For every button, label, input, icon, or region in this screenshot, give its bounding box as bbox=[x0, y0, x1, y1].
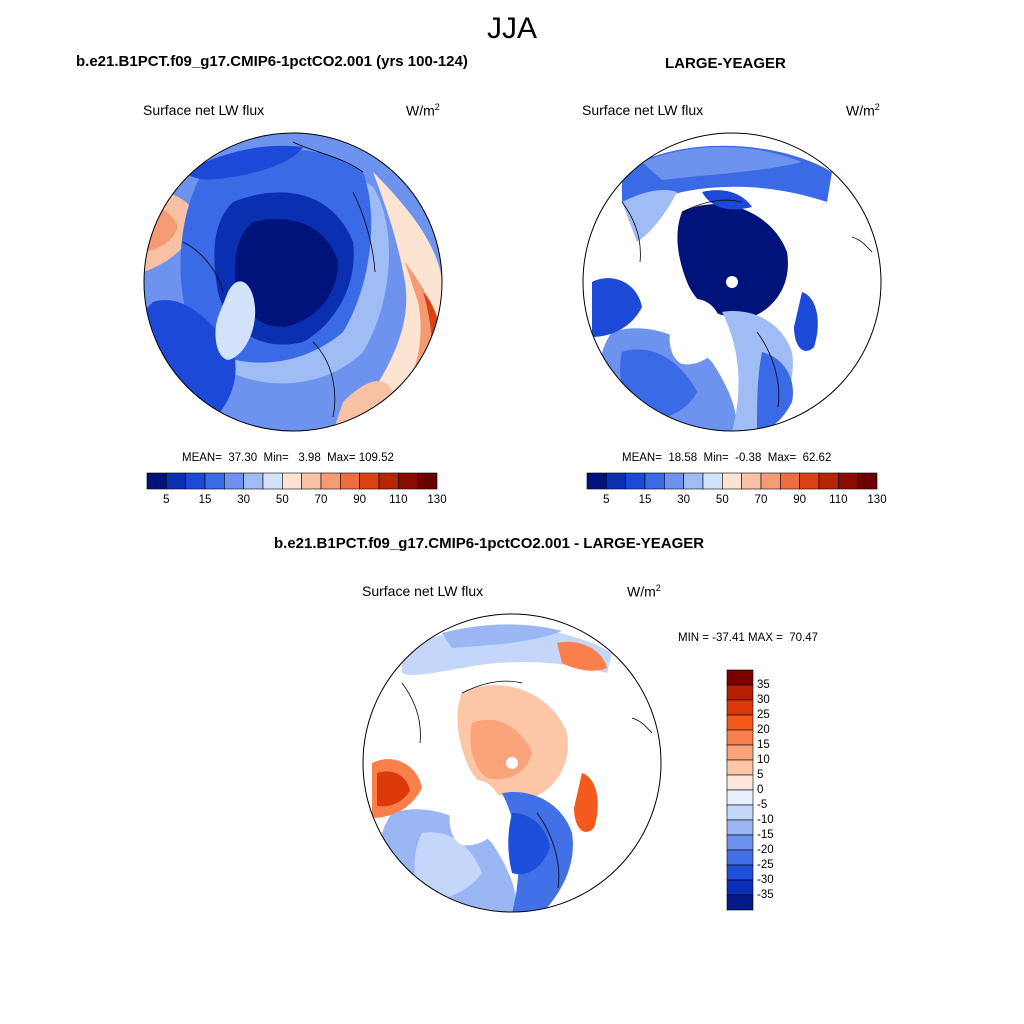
colorbar-tick-label: 30 bbox=[237, 494, 251, 506]
panel-title-diff: b.e21.B1PCT.f09_g17.CMIP6-1pctCO2.001 - … bbox=[274, 535, 705, 552]
colorbar-swatch bbox=[224, 472, 244, 490]
variable-label-obs: Surface net LW flux bbox=[582, 102, 704, 118]
colorbar-swatch bbox=[398, 472, 418, 490]
colorbar-tick-label: -5 bbox=[757, 799, 768, 811]
colorbar-tick-label: -35 bbox=[757, 889, 774, 901]
colorbar-tick-label: 35 bbox=[757, 679, 770, 691]
colorbar-swatch bbox=[417, 472, 438, 490]
colorbar-tick-label: 70 bbox=[314, 494, 328, 506]
colorbar-tick-label: 30 bbox=[757, 694, 770, 706]
colorbar-swatch bbox=[282, 472, 302, 490]
colorbar-swatch bbox=[185, 472, 206, 490]
colorbar-swatch bbox=[644, 472, 665, 490]
colorbar-swatch bbox=[340, 472, 360, 490]
colorbar-swatch bbox=[664, 472, 684, 490]
colorbar-ticks-obs: 5 15 30 50 70 90 110 130 bbox=[587, 494, 886, 508]
colorbar-swatch bbox=[838, 472, 858, 490]
units-label-diff: W/m2 bbox=[627, 583, 661, 600]
colorbar-ticks-diff: 35 30 25 20 15 10 5 0 -5 -10 -15 -20 -25 -30 -35 bbox=[727, 670, 797, 910]
colorbar-swatch bbox=[702, 472, 723, 490]
stats-obs: MEAN= 18.58 Min= -0.38 Max= 62.62 bbox=[622, 452, 832, 464]
colorbar-swatch bbox=[722, 472, 742, 490]
colorbar-swatch bbox=[799, 472, 820, 490]
colorbar-tick-label: -30 bbox=[757, 874, 774, 886]
units-label-case: W/m2 bbox=[406, 102, 440, 119]
colorbar-tick-label: 30 bbox=[677, 494, 691, 506]
colorbar-tick-label: 5 bbox=[757, 769, 764, 781]
colorbar-tick-label: 10 bbox=[757, 754, 770, 766]
polar-map-obs bbox=[582, 132, 882, 432]
colorbar-tick-label: 110 bbox=[829, 494, 848, 506]
colorbar-tick-label: 15 bbox=[198, 494, 212, 506]
colorbar-ticks-case: 5 15 30 50 70 90 110 130 bbox=[147, 494, 446, 508]
variable-label-case: Surface net LW flux bbox=[143, 102, 265, 118]
colorbar-swatch bbox=[606, 472, 626, 490]
polar-map-case bbox=[143, 132, 443, 432]
colorbar-swatch bbox=[857, 472, 878, 490]
colorbar-tick-label: 25 bbox=[757, 709, 770, 721]
colorbar-swatch bbox=[359, 472, 380, 490]
figure-title: JJA bbox=[486, 12, 537, 45]
colorbar-swatch bbox=[780, 472, 800, 490]
panel-title-case: b.e21.B1PCT.f09_g17.CMIP6-1pctCO2.001 (y… bbox=[76, 53, 468, 70]
colorbar-tick-label: -10 bbox=[757, 814, 774, 826]
colorbar-swatch bbox=[378, 472, 399, 490]
colorbar-swatch bbox=[625, 472, 646, 490]
colorbar-swatch bbox=[262, 472, 283, 490]
colorbar-swatch bbox=[726, 894, 754, 911]
colorbar-tick-label: 0 bbox=[757, 784, 764, 796]
colorbar-swatch bbox=[204, 472, 225, 490]
colorbar-diff bbox=[726, 669, 754, 911]
colorbar-swatch bbox=[243, 472, 264, 490]
colorbar-case bbox=[146, 472, 438, 490]
colorbar-swatch bbox=[586, 472, 607, 490]
colorbar-swatch bbox=[760, 472, 781, 490]
colorbar-tick-label: 15 bbox=[757, 739, 770, 751]
colorbar-tick-label: 70 bbox=[754, 494, 768, 506]
colorbar-swatch bbox=[320, 472, 341, 490]
colorbar-tick-label: 130 bbox=[867, 494, 887, 506]
units-label-obs: W/m2 bbox=[846, 102, 880, 119]
colorbar-swatch bbox=[741, 472, 762, 490]
colorbar-tick-label: 5 bbox=[163, 494, 170, 506]
colorbar-swatch bbox=[301, 472, 322, 490]
colorbar-tick-label: -20 bbox=[757, 844, 774, 856]
colorbar-tick-label: 20 bbox=[757, 724, 770, 736]
colorbar-swatch bbox=[146, 472, 167, 490]
colorbar-swatch bbox=[166, 472, 186, 490]
colorbar-tick-label: 5 bbox=[603, 494, 610, 506]
colorbar-tick-label: 90 bbox=[793, 494, 807, 506]
colorbar-obs bbox=[586, 472, 878, 490]
polar-map-diff bbox=[362, 613, 662, 913]
colorbar-tick-label: 50 bbox=[275, 494, 289, 506]
colorbar-tick-label: 90 bbox=[353, 494, 367, 506]
colorbar-swatch bbox=[683, 472, 704, 490]
colorbar-tick-label: 110 bbox=[389, 494, 408, 506]
colorbar-tick-label: -15 bbox=[757, 829, 774, 841]
colorbar-tick-label: 15 bbox=[638, 494, 652, 506]
panel-title-obs: LARGE-YEAGER bbox=[665, 55, 786, 72]
colorbar-swatch bbox=[818, 472, 839, 490]
variable-label-diff: Surface net LW flux bbox=[362, 583, 484, 599]
stats-diff: MIN = -37.41 MAX = 70.47 bbox=[678, 632, 818, 644]
colorbar-tick-label: 50 bbox=[715, 494, 729, 506]
colorbar-tick-label: 130 bbox=[427, 494, 447, 506]
colorbar-tick-label: -25 bbox=[757, 859, 774, 871]
stats-case: MEAN= 37.30 Min= 3.98 Max= 109.52 bbox=[182, 452, 394, 464]
